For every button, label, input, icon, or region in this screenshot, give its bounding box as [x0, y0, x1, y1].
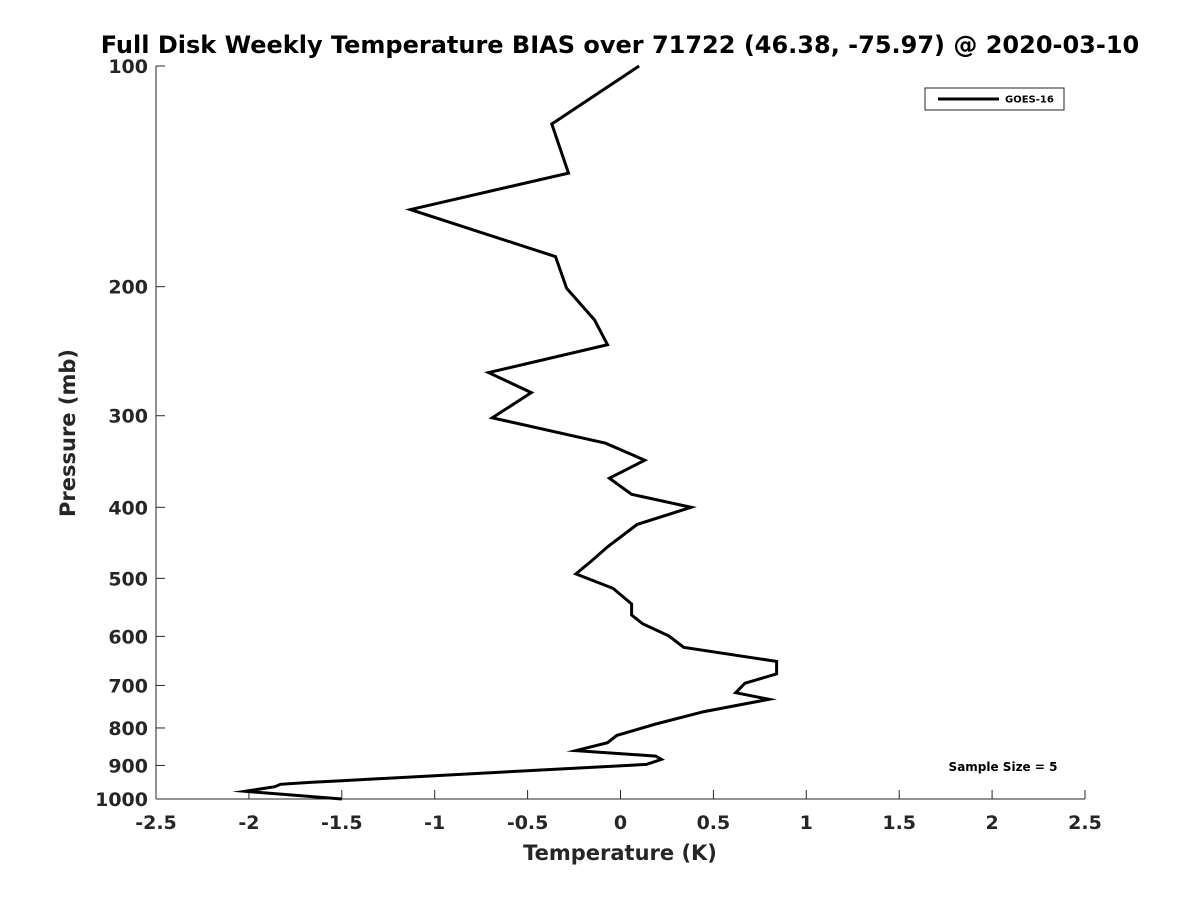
y-tick-label: 500: [108, 568, 148, 590]
series-layer: [232, 64, 779, 801]
sample-size-annotation: Sample Size = 5: [949, 760, 1058, 774]
x-axis-label: Temperature (K): [523, 841, 717, 865]
x-tick-label: 1.5: [882, 812, 916, 834]
y-tick-label: 800: [108, 718, 148, 740]
y-tick-label: 300: [108, 406, 148, 428]
y-tick-label: 1000: [95, 789, 148, 811]
y-tick-label: 400: [108, 497, 148, 519]
plot-area: -2.5 -2 -1.5 -1 -0.5 0 0.5 1 1.5 2 2.5 100 200 300 40…: [95, 56, 1102, 834]
x-tick-label: -2.5: [135, 812, 177, 834]
x-tick-label: 1: [800, 812, 813, 834]
x-tick-label: 0.5: [697, 812, 731, 834]
x-tick-label: -1: [424, 812, 445, 834]
x-tick-label: 2.5: [1068, 812, 1102, 834]
x-tick-label: 2: [985, 812, 998, 834]
chart-title: Full Disk Weekly Temperature BIAS over 7…: [101, 31, 1140, 59]
y-tick-label: 200: [108, 277, 148, 299]
x-tick-label: 0: [614, 812, 627, 834]
legend: GOES-16: [924, 87, 1065, 111]
y-axis-label: Pressure (mb): [56, 349, 80, 517]
series-line-goes-16: [232, 64, 779, 801]
x-tick-label: -1.5: [321, 812, 363, 834]
x-ticks: -2.5 -2 -1.5 -1 -0.5 0 0.5 1 1.5 2 2.5: [135, 790, 1102, 834]
x-tick-label: -2: [238, 812, 259, 834]
y-tick-label: 600: [108, 626, 148, 648]
y-tick-label: 100: [108, 56, 148, 78]
y-tick-label: 700: [108, 675, 148, 697]
y-ticks: 100 200 300 400 500 600 700 800 900 1000: [95, 56, 165, 811]
x-tick-label: -0.5: [507, 812, 549, 834]
y-tick-label: 900: [108, 755, 148, 777]
legend-label: GOES-16: [1005, 95, 1054, 106]
